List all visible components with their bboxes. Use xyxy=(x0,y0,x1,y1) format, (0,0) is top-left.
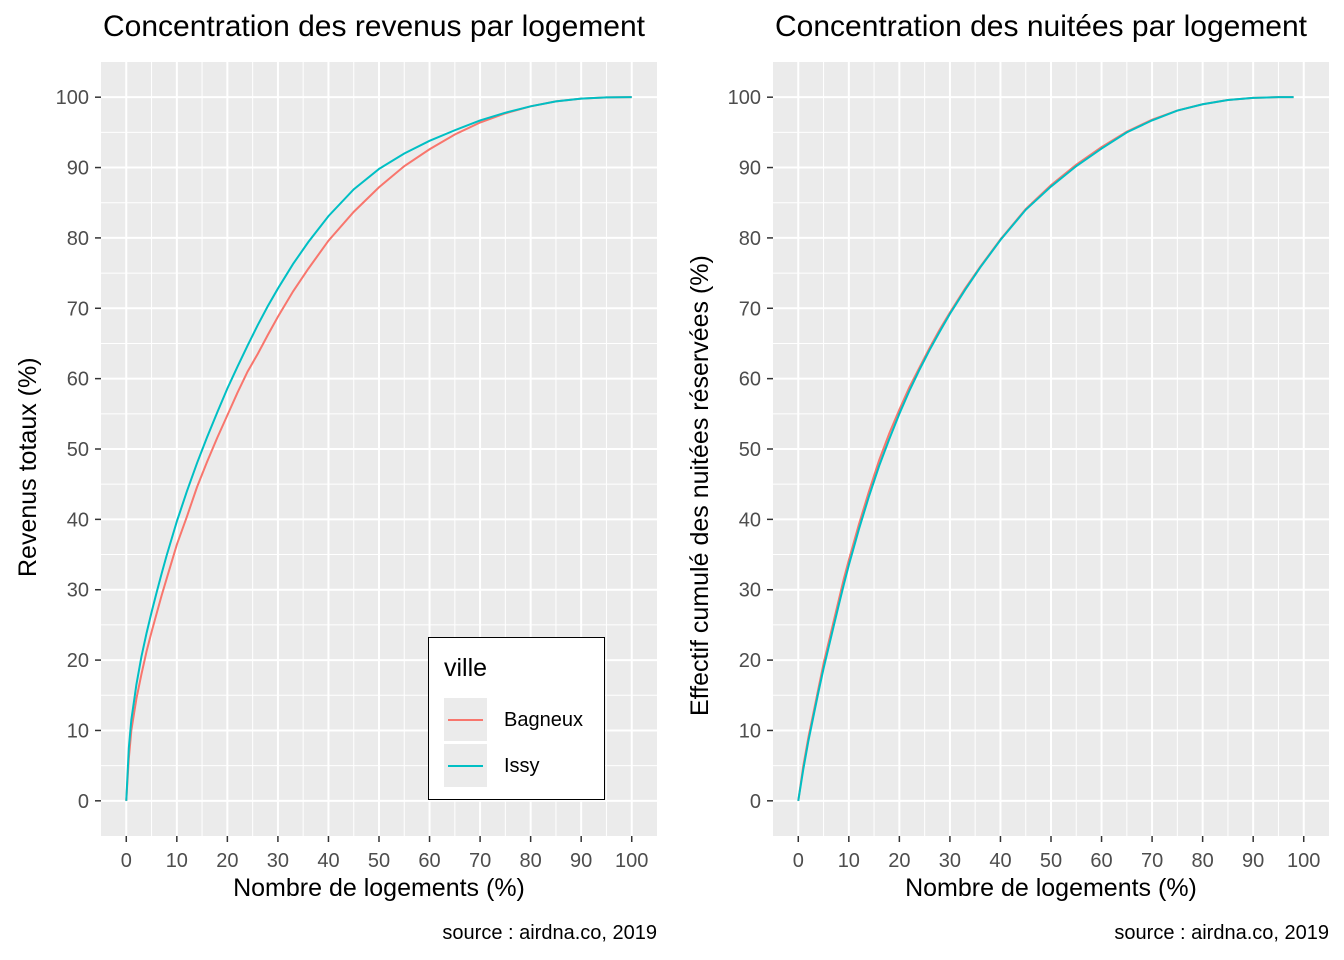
y-tick-label: 100 xyxy=(56,87,89,109)
x-tick-label: 70 xyxy=(1141,850,1163,872)
chart-title: Concentration des nuitées par logement xyxy=(775,10,1308,43)
x-tick-label: 60 xyxy=(418,850,440,872)
y-tick-label: 60 xyxy=(67,369,89,391)
legend-title: ville xyxy=(444,654,488,682)
y-tick-label: 90 xyxy=(67,158,89,180)
legend-key-issy xyxy=(444,744,487,787)
x-tick-label: 10 xyxy=(838,850,860,872)
x-tick-label: 10 xyxy=(166,850,188,872)
y-tick-label: 80 xyxy=(739,228,761,250)
legend-key-bagneux xyxy=(444,698,487,741)
y-tick-label: 20 xyxy=(67,650,89,672)
x-tick-label: 20 xyxy=(888,850,910,872)
y-axis-title: Revenus totaux (%) xyxy=(14,357,42,577)
x-tick-label: 30 xyxy=(939,850,961,872)
y-axis-title: Effectif cumulé des nuitées réservées (%… xyxy=(686,255,714,716)
x-tick-label: 50 xyxy=(1040,850,1062,872)
x-tick-label: 50 xyxy=(368,850,390,872)
series-line-issy xyxy=(125,96,632,801)
y-tick-label: 10 xyxy=(739,720,761,742)
chart-title: Concentration des revenus par logement xyxy=(103,10,645,43)
x-tick-label: 0 xyxy=(121,850,132,872)
x-tick-label: 70 xyxy=(469,850,491,872)
series-line-bagneux xyxy=(125,96,632,801)
y-tick-label: 80 xyxy=(67,228,89,250)
legend-line-issy xyxy=(448,765,483,767)
x-tick-label: 40 xyxy=(989,850,1011,872)
chart-plot-nuitees: 0 10 20 30 40 50 60 70 80 90 100 0 10 20 30 40 50 60 70 80 9… xyxy=(728,62,1329,872)
x-tick-label: 80 xyxy=(1192,850,1214,872)
y-tick-label: 40 xyxy=(739,509,761,531)
chart-plot-revenus: 0 10 20 30 40 50 60 70 80 90 100 0 10 20 30 40 50 60 70 80 9… xyxy=(56,62,657,872)
chart-caption: source : airdna.co, 2019 xyxy=(442,922,657,944)
legend: ville Bagneux Issy xyxy=(428,637,605,800)
chart-panel-nuitees: Concentration des nuitées par logement 0… xyxy=(672,0,1344,960)
y-tick-label: 50 xyxy=(739,439,761,461)
y-tick-label: 0 xyxy=(78,791,89,813)
x-tick-label: 0 xyxy=(793,850,804,872)
x-tick-label: 100 xyxy=(615,850,648,872)
x-tick-label: 60 xyxy=(1090,850,1112,872)
y-tick-label: 0 xyxy=(750,791,761,813)
series-line-issy xyxy=(797,96,1294,801)
y-tick-label: 30 xyxy=(67,580,89,602)
legend-line-bagneux xyxy=(448,719,483,721)
chart-caption: source : airdna.co, 2019 xyxy=(1114,922,1329,944)
y-tick-label: 10 xyxy=(67,720,89,742)
y-tick-label: 100 xyxy=(728,87,761,109)
legend-label-issy: Issy xyxy=(504,755,540,777)
x-tick-label: 40 xyxy=(317,850,339,872)
y-tick-label: 70 xyxy=(739,298,761,320)
y-tick-label: 70 xyxy=(67,298,89,320)
y-tick-label: 20 xyxy=(739,650,761,672)
x-tick-label: 30 xyxy=(267,850,289,872)
y-tick-label: 60 xyxy=(739,369,761,391)
y-tick-label: 50 xyxy=(67,439,89,461)
x-axis-title: Nombre de logements (%) xyxy=(905,874,1197,902)
chart-panel-revenus: Concentration des revenus par logement 0… xyxy=(14,10,657,944)
y-tick-label: 90 xyxy=(739,158,761,180)
legend-label-bagneux: Bagneux xyxy=(504,709,583,731)
x-axis-title: Nombre de logements (%) xyxy=(233,874,525,902)
x-tick-label: 100 xyxy=(1287,850,1320,872)
x-tick-label: 90 xyxy=(570,850,592,872)
x-tick-label: 80 xyxy=(520,850,542,872)
x-tick-label: 90 xyxy=(1242,850,1264,872)
x-tick-label: 20 xyxy=(216,850,238,872)
y-tick-label: 40 xyxy=(67,509,89,531)
y-tick-label: 30 xyxy=(739,580,761,602)
